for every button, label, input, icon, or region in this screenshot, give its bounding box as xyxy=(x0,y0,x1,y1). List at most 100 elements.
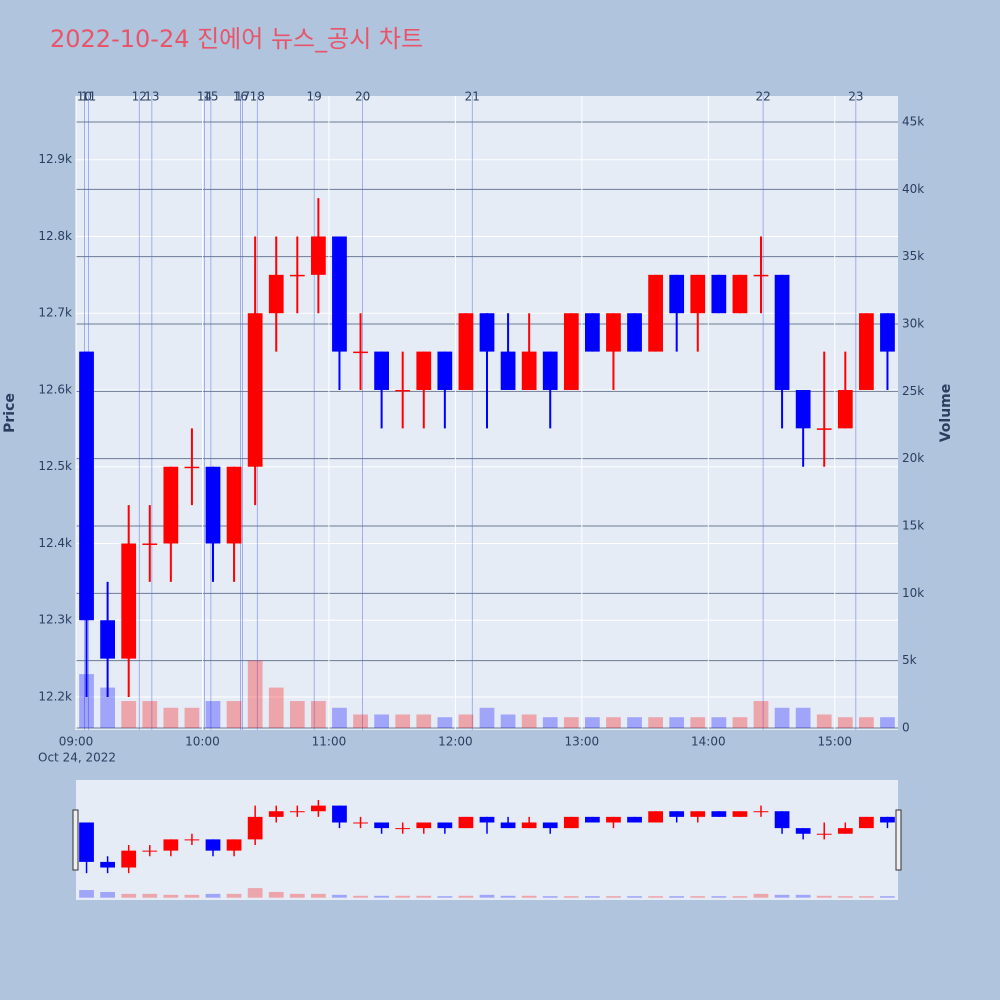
slider-volume xyxy=(79,890,94,898)
slider-body xyxy=(247,816,263,840)
slider-body xyxy=(837,828,853,834)
x-tick-label: 14:00 xyxy=(691,735,726,749)
candle-body xyxy=(332,236,347,352)
candle-body xyxy=(479,313,495,352)
slider-body xyxy=(585,816,600,823)
slider-body xyxy=(880,816,895,823)
chart-title: 2022-10-24 진에어 뉴스_공시 차트 xyxy=(50,25,423,53)
news-label: 18 xyxy=(250,90,265,104)
y-tick-label: 12.2k xyxy=(38,689,72,703)
y-tick-label: 12.5k xyxy=(38,459,72,473)
volume-bar xyxy=(880,717,895,728)
slider-body xyxy=(353,822,368,824)
y2-tick-label: 25k xyxy=(902,384,924,398)
candle-body xyxy=(437,351,453,390)
candle-body xyxy=(627,313,642,352)
candle-body xyxy=(226,466,242,544)
news-label: 15 xyxy=(203,90,218,104)
slider-body xyxy=(542,822,558,829)
volume-bar xyxy=(500,714,516,728)
volume-bar xyxy=(563,717,579,728)
candle-body xyxy=(711,274,727,314)
news-label: 23 xyxy=(848,90,863,104)
volume-bar xyxy=(753,701,769,728)
slider-body xyxy=(205,839,221,851)
y2-tick-label: 5k xyxy=(902,653,917,667)
slider-body xyxy=(711,811,727,817)
volume-bar xyxy=(648,717,663,728)
volume-bar xyxy=(859,717,874,728)
news-label: 22 xyxy=(755,90,770,104)
candle-body xyxy=(563,313,579,390)
volume-bar xyxy=(837,717,853,728)
volume-bar xyxy=(542,717,558,728)
y2-tick-label: 0 xyxy=(902,720,910,734)
slider-volume xyxy=(690,896,706,898)
candle-body xyxy=(247,313,263,467)
news-label: 19 xyxy=(307,90,322,104)
news-label: 17 xyxy=(235,90,250,104)
slider-body xyxy=(311,805,326,812)
slider-body xyxy=(184,839,200,841)
x-tick-label: 13:00 xyxy=(565,735,600,749)
y2-tick-label: 45k xyxy=(902,114,924,128)
candle-body xyxy=(100,620,115,659)
slider-body xyxy=(100,861,115,868)
slider-body xyxy=(669,811,685,817)
slider-volume xyxy=(648,896,663,898)
candle-body xyxy=(142,543,158,545)
slider-body xyxy=(458,816,474,829)
slider-volume xyxy=(500,895,516,898)
slider-volume xyxy=(121,893,137,898)
candle-body xyxy=(774,274,790,390)
slider-volume xyxy=(311,893,326,898)
slider-body xyxy=(753,811,769,813)
slider-volume xyxy=(416,895,432,898)
slider-body xyxy=(479,816,495,823)
slider-volume xyxy=(437,896,453,898)
candle-body xyxy=(205,466,221,544)
slider-body xyxy=(268,811,284,817)
x-tick-label: 15:00 xyxy=(817,735,852,749)
y2-tick-label: 20k xyxy=(902,451,924,465)
slider-volume xyxy=(669,896,685,898)
candle-body xyxy=(669,274,685,314)
volume-bar xyxy=(163,707,179,728)
candle-body xyxy=(732,274,748,314)
volume-bar xyxy=(585,717,600,728)
candle-body xyxy=(500,351,516,390)
slider-volume xyxy=(268,891,284,898)
candle-body xyxy=(606,313,621,352)
volume-bar xyxy=(606,717,621,728)
slider-body xyxy=(142,850,158,852)
volume-bar xyxy=(458,714,474,728)
slider-volume xyxy=(837,896,853,898)
y-tick-label: 12.3k xyxy=(38,613,72,627)
slider-volume xyxy=(563,896,579,898)
volume-bar xyxy=(690,717,706,728)
x-tick-label: 11:00 xyxy=(312,735,347,749)
slider-volume xyxy=(184,894,200,898)
candle-body xyxy=(395,389,411,392)
candle-body xyxy=(816,428,832,430)
slider-handle[interactable] xyxy=(895,809,902,871)
candle-body xyxy=(79,351,94,621)
slider-body xyxy=(437,822,453,829)
slider-volume xyxy=(247,888,263,898)
candle-body xyxy=(353,351,368,354)
slider-volume xyxy=(711,896,727,898)
slider-volume xyxy=(859,896,874,898)
volume-bar xyxy=(226,701,242,728)
candle-body xyxy=(163,466,179,544)
volume-bar xyxy=(100,687,115,728)
candle-body xyxy=(374,351,389,390)
slider-volume xyxy=(585,896,600,898)
y2-axis-title: Volume xyxy=(938,384,954,443)
slider-volume xyxy=(795,894,811,898)
volume-bar xyxy=(711,717,727,728)
slider-handle[interactable] xyxy=(72,809,79,871)
x-tick-label: 10:00 xyxy=(185,735,220,749)
volume-bar xyxy=(79,674,94,728)
y-tick-label: 12.7k xyxy=(38,306,72,320)
